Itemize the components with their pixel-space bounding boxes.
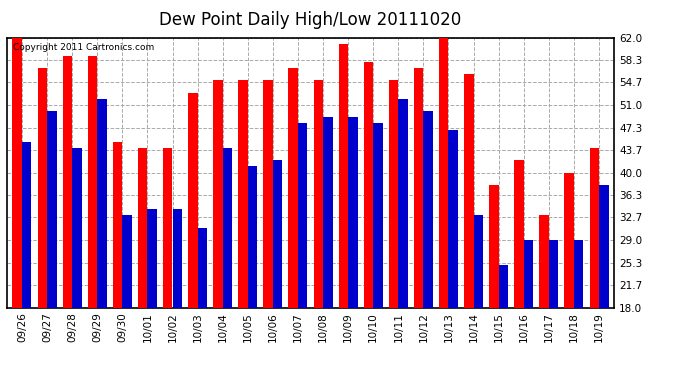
Bar (489, 185, 499, 308)
Bar (63, 56, 72, 308)
Bar (540, 216, 549, 308)
Bar (47, 111, 57, 308)
Bar (323, 117, 333, 308)
Bar (549, 240, 558, 308)
Bar (138, 148, 148, 308)
Bar (599, 185, 609, 308)
Bar (398, 99, 408, 308)
Bar (464, 74, 473, 307)
Bar (72, 148, 81, 308)
Bar (348, 117, 357, 308)
Bar (424, 111, 433, 308)
Bar (88, 56, 97, 308)
Bar (414, 68, 424, 308)
Bar (223, 148, 233, 308)
Bar (288, 68, 298, 308)
Bar (188, 93, 197, 308)
Bar (313, 81, 323, 308)
Text: Dew Point Daily High/Low 20111020: Dew Point Daily High/Low 20111020 (159, 11, 462, 29)
Bar (197, 228, 207, 308)
Bar (112, 142, 122, 308)
Bar (298, 123, 308, 308)
Bar (448, 129, 458, 308)
Bar (163, 148, 172, 308)
Bar (37, 68, 47, 308)
Bar (122, 216, 132, 308)
Bar (172, 209, 182, 308)
Bar (564, 172, 574, 308)
Bar (373, 123, 383, 308)
Bar (339, 44, 348, 308)
Bar (524, 240, 533, 308)
Bar (148, 209, 157, 308)
Bar (273, 160, 282, 308)
Bar (22, 142, 32, 308)
Bar (264, 81, 273, 308)
Bar (499, 264, 509, 308)
Bar (514, 160, 524, 308)
Bar (238, 81, 248, 308)
Bar (364, 62, 373, 308)
Bar (213, 81, 223, 308)
Bar (388, 81, 398, 308)
Bar (97, 99, 107, 308)
Bar (574, 240, 584, 308)
Text: Copyright 2011 Cartronics.com: Copyright 2011 Cartronics.com (13, 43, 155, 52)
Bar (248, 166, 257, 308)
Bar (589, 148, 599, 308)
Bar (439, 38, 449, 308)
Bar (473, 216, 483, 308)
Bar (12, 38, 22, 308)
